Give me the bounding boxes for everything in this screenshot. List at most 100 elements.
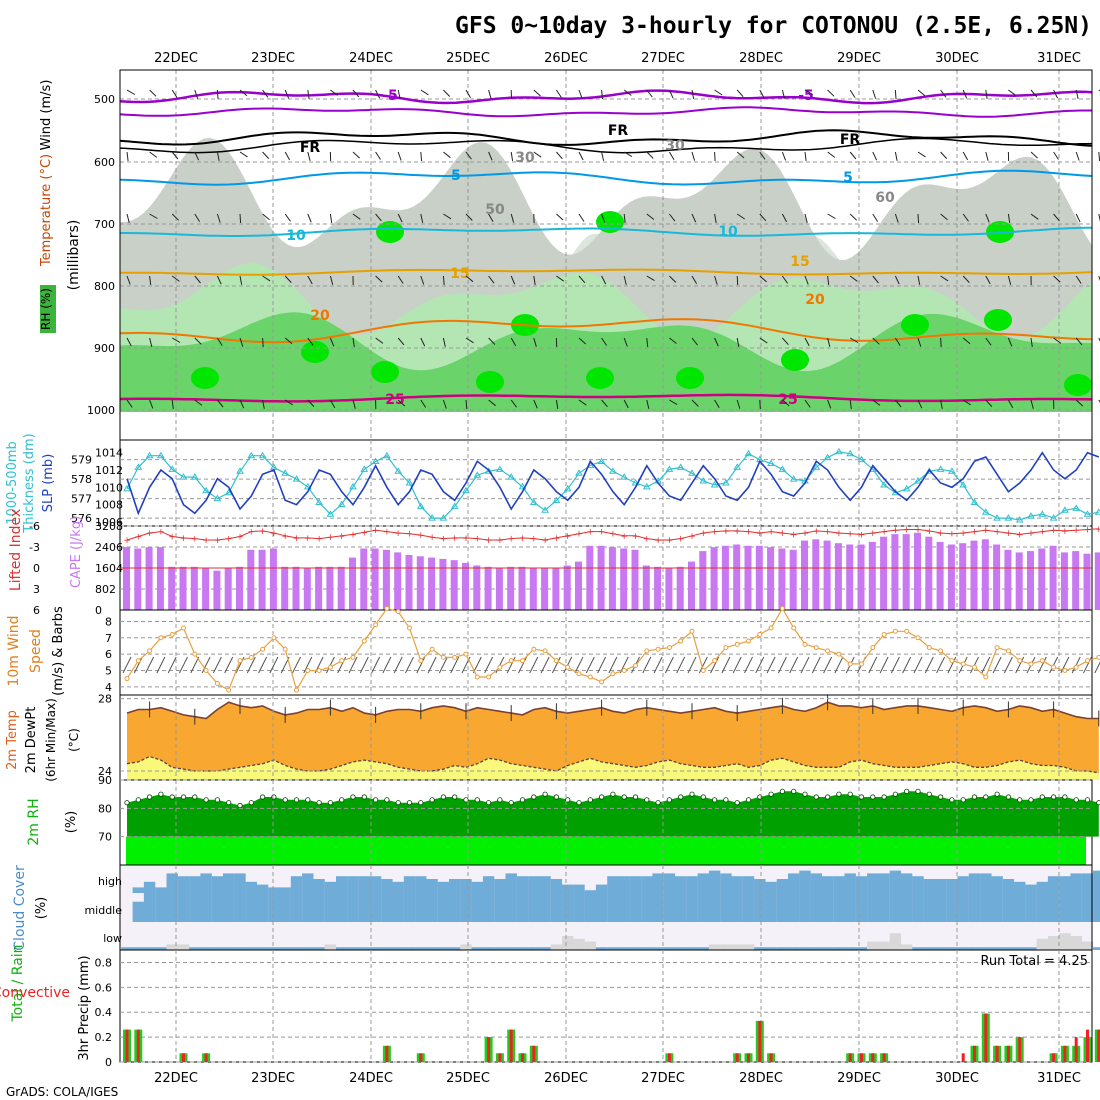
wind-speed-point xyxy=(1062,667,1068,673)
wind-barb xyxy=(307,399,315,407)
li-point: + xyxy=(372,526,380,536)
wind-barb xyxy=(1075,89,1079,99)
cloud-cell xyxy=(1093,893,1100,922)
wind10m-barb xyxy=(416,656,426,674)
precip-convective-bar xyxy=(984,1013,988,1062)
thickness-point xyxy=(529,498,538,505)
cloud-cell xyxy=(211,893,224,922)
cloud-cell xyxy=(494,879,506,893)
wind-speed-point xyxy=(181,625,186,631)
li-point: + xyxy=(903,526,911,536)
cloud-cell xyxy=(426,947,438,950)
wind-barb xyxy=(849,213,858,221)
precip-convective-label: Convective xyxy=(0,985,70,1001)
cloud-cell xyxy=(663,947,676,950)
wind-speed-point xyxy=(192,651,198,657)
cloud-cell xyxy=(946,879,958,893)
cape-bar xyxy=(767,547,775,610)
rh-point xyxy=(519,797,526,803)
wind10m-barb xyxy=(766,656,776,674)
cloud-cell xyxy=(1002,947,1015,950)
wind-speed-point xyxy=(327,664,333,670)
cloud-cell xyxy=(234,893,246,922)
wind10m-barb xyxy=(382,656,392,674)
wind-barb xyxy=(216,89,219,100)
rh-point xyxy=(587,797,593,803)
rh-point xyxy=(429,797,435,803)
cloud-cell xyxy=(562,936,574,950)
cloud-cell xyxy=(878,873,890,893)
date-label-top: 23DEC xyxy=(251,51,295,66)
wind-barb xyxy=(849,337,859,343)
wind-barb xyxy=(1075,275,1082,284)
wind-speed-point xyxy=(1039,658,1045,664)
wind-barb xyxy=(420,275,425,285)
cloud-cell xyxy=(742,876,755,893)
li-tick-label: -3 xyxy=(29,541,40,554)
li-point: + xyxy=(779,529,787,539)
wind-barb xyxy=(985,151,989,161)
rh-tick-label: 80 xyxy=(98,802,112,815)
thickness-point xyxy=(190,473,199,480)
contour-label: 20 xyxy=(310,308,330,324)
wind-barb xyxy=(443,89,451,97)
wind-barb xyxy=(284,337,293,345)
cape-bar xyxy=(303,568,311,610)
wind-barb xyxy=(827,399,832,409)
cloud-cell xyxy=(1047,876,1060,893)
cloud-cell xyxy=(505,893,517,922)
wind10m-barb xyxy=(1003,656,1013,674)
slp-axis-label: SLP (mb) xyxy=(41,454,56,513)
precip-convective-bar xyxy=(419,1053,423,1062)
wind-tick-label: 8 xyxy=(105,615,112,628)
cloud-cell xyxy=(629,893,642,922)
thickness-point xyxy=(134,463,143,470)
thickness-point xyxy=(473,471,482,478)
cape-bar xyxy=(258,549,266,610)
rh-point xyxy=(192,794,198,800)
wind-speed-point xyxy=(926,645,932,651)
precip-convective-bar xyxy=(747,1053,750,1062)
cloud-cell xyxy=(200,893,212,922)
cloud-cell xyxy=(528,876,540,893)
cape-bar xyxy=(123,547,130,610)
cloud-cell xyxy=(324,944,337,950)
wind-barb xyxy=(510,151,514,161)
wind-barb xyxy=(804,337,810,347)
cloud-cell xyxy=(550,944,563,950)
rh-tick-label: 90 xyxy=(98,774,112,787)
date-label-bottom: 22DEC xyxy=(154,1071,198,1086)
thickness-point xyxy=(1072,504,1081,511)
cloud-cell xyxy=(268,947,280,950)
wind-barb xyxy=(1053,89,1058,99)
cape-bar xyxy=(914,532,921,610)
contour-label: 10 xyxy=(718,224,738,240)
cloud-cell xyxy=(415,876,427,893)
cloud-cell xyxy=(1059,933,1071,950)
li-point: + xyxy=(733,527,741,537)
wind-barb xyxy=(985,275,991,285)
cloud-cell xyxy=(708,944,721,950)
date-label-top: 30DEC xyxy=(935,51,979,66)
precip-total-label: Total / Rain xyxy=(10,944,26,1022)
cloud-cell xyxy=(449,893,461,922)
li-point: + xyxy=(700,529,708,539)
wind-barb xyxy=(510,275,516,285)
wind-barb xyxy=(849,275,858,282)
rh-point xyxy=(734,800,740,806)
li-point: + xyxy=(270,529,278,539)
cloud-cover-panel: high middle low Cloud Cover (%) xyxy=(12,864,1100,951)
wind-speed-point xyxy=(1073,664,1079,670)
wind-speed-point xyxy=(678,638,684,644)
wind-barb xyxy=(194,151,200,161)
rh-point xyxy=(768,791,774,797)
wind-barb xyxy=(171,151,179,160)
wind-unit-label: (m/s) & Barbs xyxy=(51,606,66,696)
wind-barb xyxy=(985,337,992,346)
wind-barb xyxy=(555,89,562,98)
wind10m-barb xyxy=(167,656,177,674)
contour-label: 20 xyxy=(805,292,825,308)
wind-speed-point xyxy=(723,645,729,651)
cloud-cell xyxy=(550,879,563,893)
contour-label: 10 xyxy=(286,228,306,244)
